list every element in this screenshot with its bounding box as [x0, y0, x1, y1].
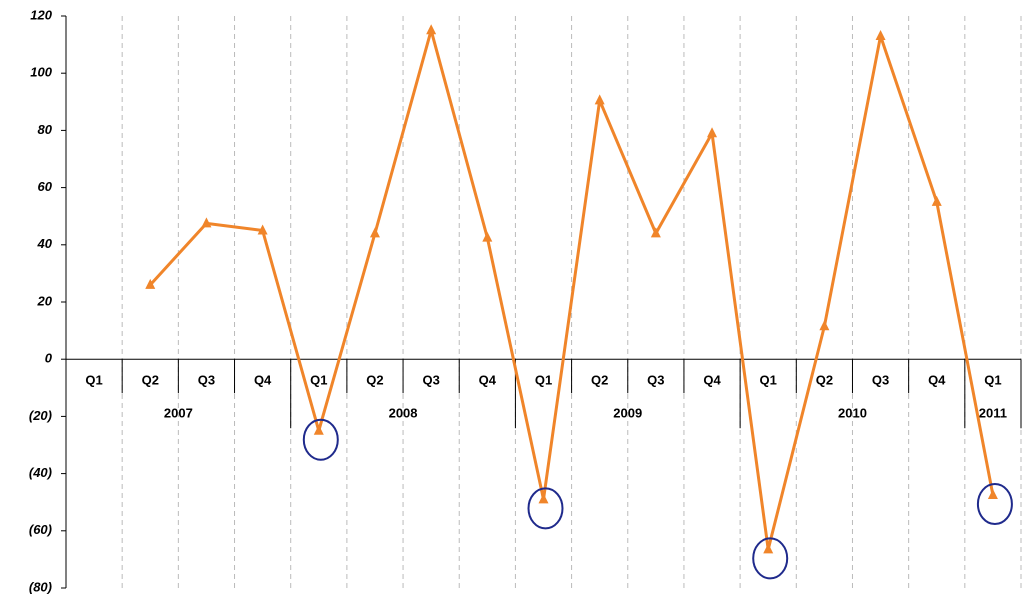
marker	[819, 320, 830, 331]
data-line	[149, 28, 995, 551]
group-label: 2008	[389, 406, 418, 421]
marker	[594, 94, 605, 105]
marker	[875, 30, 886, 41]
x-tick-label: Q1	[760, 373, 777, 388]
x-tick-label: Q2	[591, 373, 608, 388]
marker	[763, 543, 774, 554]
y-tick-label: 120	[30, 7, 52, 22]
group-label: 2009	[613, 406, 642, 421]
marker	[201, 217, 212, 228]
y-tick-label: (40)	[29, 465, 52, 480]
highlight-circle	[976, 483, 1013, 526]
x-tick-label: Q3	[198, 373, 215, 388]
group-label: 2011	[979, 406, 1007, 421]
y-tick-label: 20	[37, 293, 53, 308]
group-label: 2007	[164, 406, 193, 421]
marker	[145, 278, 156, 289]
x-tick-label: Q1	[535, 373, 552, 388]
y-tick-label: 0	[45, 351, 53, 366]
x-tick-label: Q2	[366, 373, 383, 388]
marker	[426, 24, 437, 35]
x-tick-label: Q4	[254, 373, 272, 388]
x-tick-label: Q3	[647, 373, 664, 388]
marker	[482, 231, 493, 242]
marker	[313, 424, 324, 435]
marker	[931, 195, 942, 206]
y-tick-label: 60	[38, 179, 53, 194]
highlight-circle	[302, 418, 339, 461]
x-tick-label: Q3	[872, 373, 889, 388]
highlight-circle	[527, 487, 564, 530]
x-tick-label: Q2	[816, 373, 833, 388]
x-tick-label: Q4	[703, 373, 721, 388]
x-tick-label: Q3	[422, 373, 439, 388]
y-tick-label: (20)	[29, 408, 52, 423]
x-tick-label: Q1	[85, 373, 102, 388]
marker	[707, 127, 718, 138]
highlight-circle	[752, 537, 789, 580]
x-tick-label: Q4	[479, 373, 497, 388]
marker	[987, 489, 998, 500]
x-tick-label: Q2	[142, 373, 159, 388]
y-tick-label: 40	[37, 236, 53, 251]
x-tick-label: Q1	[310, 373, 327, 388]
marker	[369, 227, 380, 238]
marker	[650, 227, 661, 238]
marker	[257, 224, 268, 235]
y-tick-label: 80	[38, 122, 53, 137]
y-tick-label: 100	[30, 65, 52, 80]
group-label: 2010	[838, 406, 867, 421]
x-tick-label: Q1	[984, 373, 1001, 388]
marker	[538, 493, 549, 504]
x-tick-label: Q4	[928, 373, 946, 388]
y-tick-label: (60)	[29, 522, 52, 537]
y-tick-label: (80)	[29, 579, 52, 594]
